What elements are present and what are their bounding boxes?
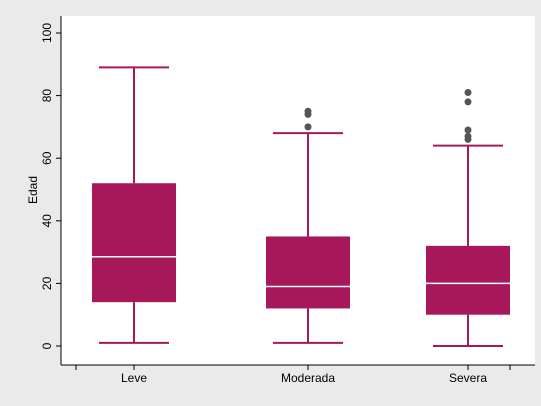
iqr-box <box>92 183 176 303</box>
outlier-point <box>304 107 312 115</box>
boxes <box>92 66 510 347</box>
x-tick-label: Severa <box>449 371 487 385</box>
y-tick-label: 100 <box>40 23 54 43</box>
outlier-point <box>304 123 312 131</box>
y-tick-label: 40 <box>40 214 54 228</box>
box-moderada <box>266 107 350 344</box>
box-leve <box>92 66 176 344</box>
x-ticks: Leve Moderada Severa <box>75 365 511 385</box>
iqr-box <box>426 245 510 315</box>
outlier-point <box>464 88 472 96</box>
box-severa <box>426 88 510 347</box>
y-tick-label: 20 <box>40 276 54 290</box>
y-axis-label: Edad <box>26 176 40 204</box>
y-tick-label: 60 <box>40 151 54 165</box>
y-tick-label: 80 <box>40 89 54 103</box>
y-ticks: 0 20 40 60 80 100 <box>40 23 61 349</box>
y-tick-label: 0 <box>40 342 54 349</box>
x-tick-label: Leve <box>121 371 147 385</box>
iqr-box <box>266 236 350 309</box>
outlier-point <box>464 98 472 106</box>
outlier-point <box>464 132 472 140</box>
outlier-point <box>464 126 472 134</box>
x-tick-label: Moderada <box>281 371 335 385</box>
